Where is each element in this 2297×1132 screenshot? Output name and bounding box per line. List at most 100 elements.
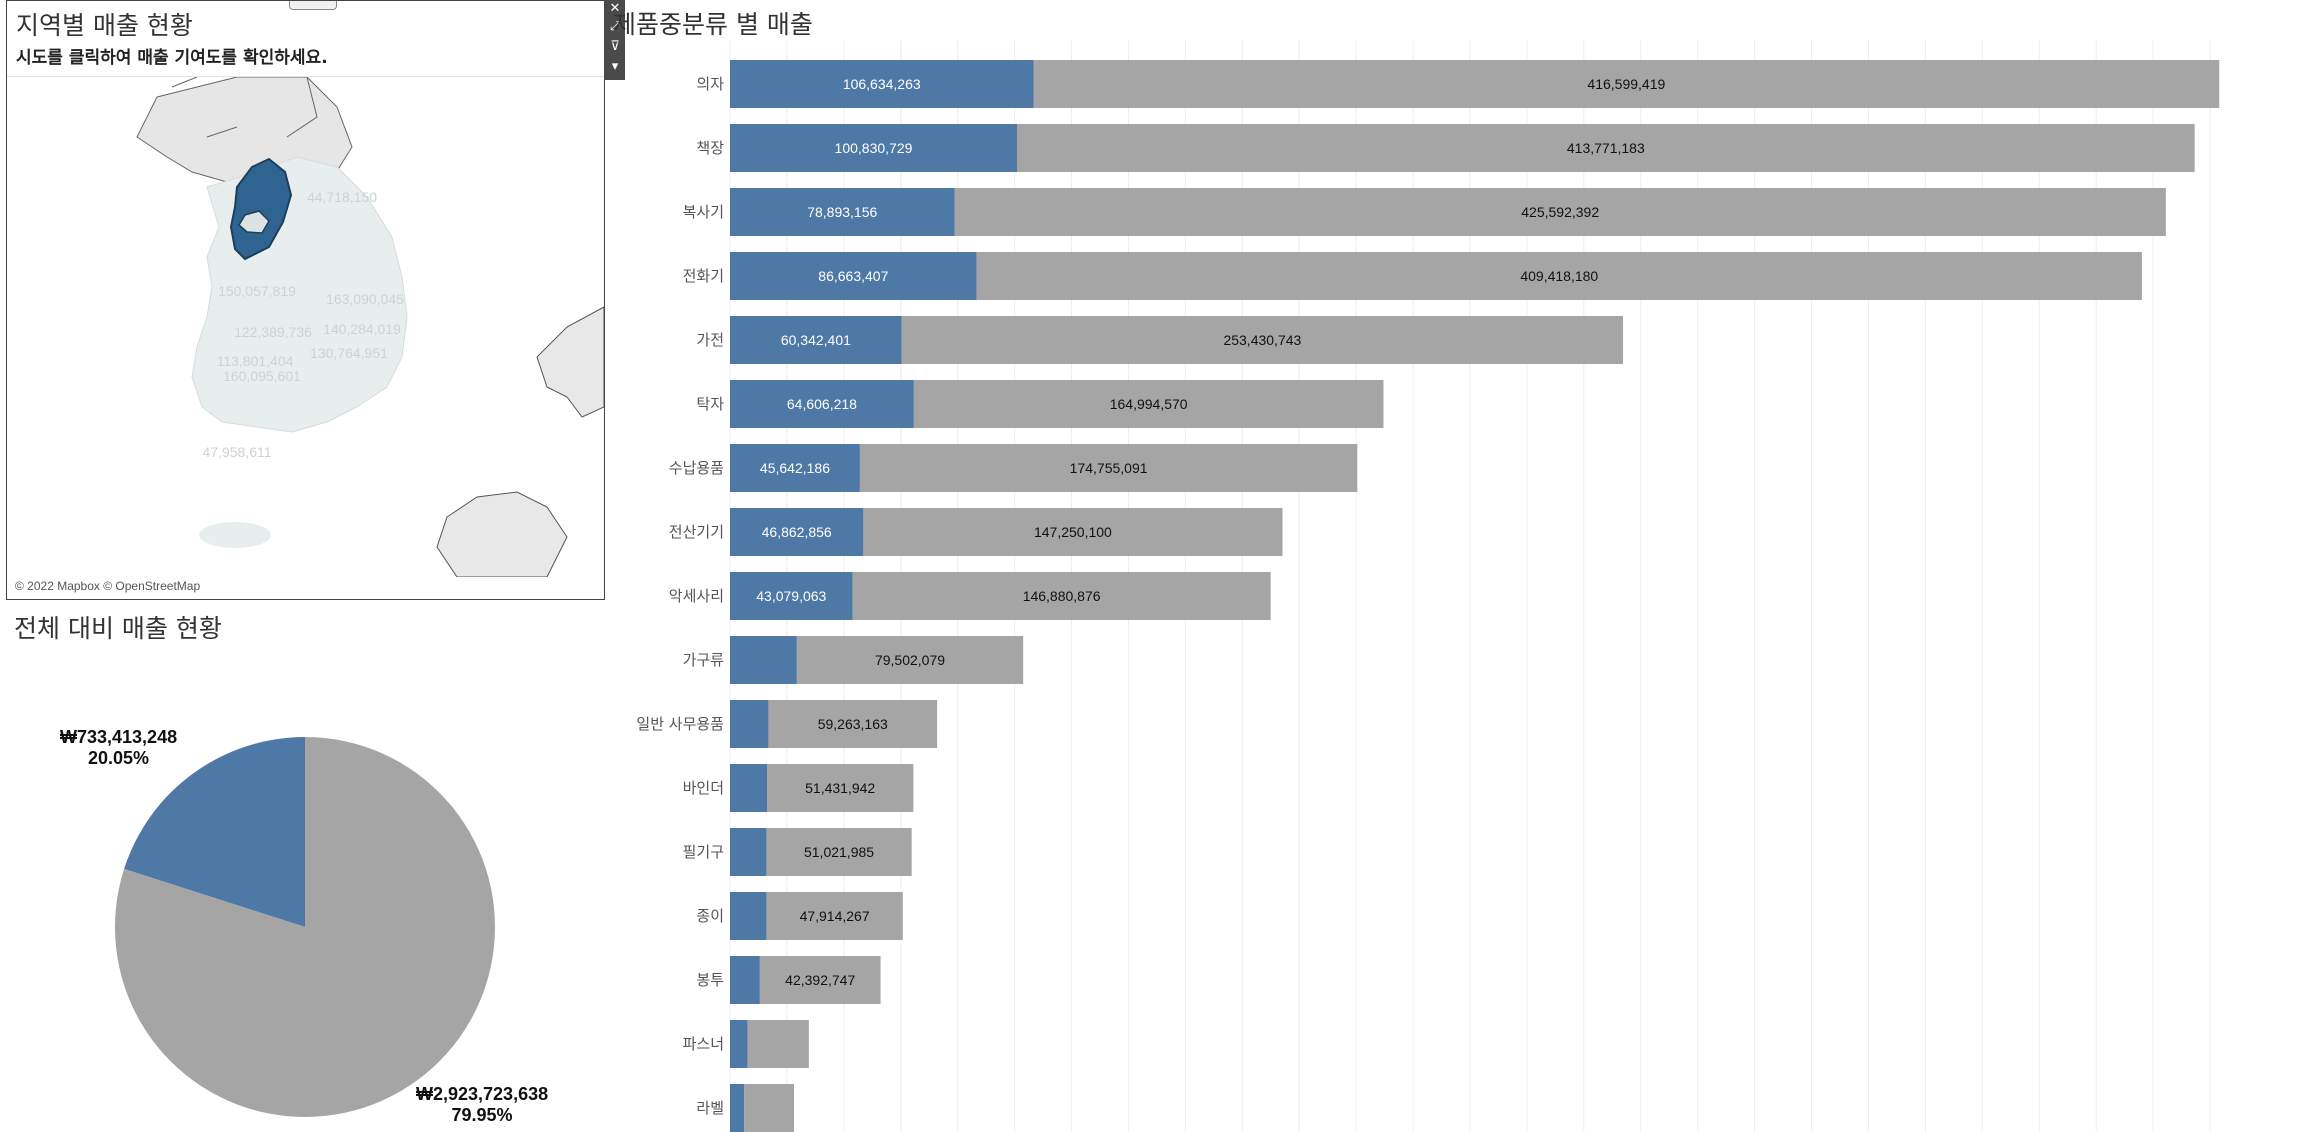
bar-value-label: 416,599,419 (1587, 76, 1665, 92)
bar-segment-highlight[interactable] (730, 188, 955, 236)
pie-slice-percent: 79.95% (451, 1105, 513, 1125)
category-label: 파스너 (683, 1035, 724, 1053)
pie-slice-value: ₩2,923,723,638 (416, 1084, 549, 1104)
bar-value-label: 45,642,186 (760, 460, 830, 476)
expand-icon[interactable]: ⤢ (609, 19, 621, 34)
bar-value-label: 51,431,942 (805, 780, 875, 796)
bar-segment-rest[interactable] (852, 572, 1271, 620)
bar-value-label: 51,021,985 (804, 844, 874, 860)
map-region-value: 47,958,611 (202, 444, 271, 460)
bar-segment-highlight[interactable] (730, 508, 864, 556)
pie-slice-value: ₩733,413,248 (60, 727, 178, 747)
bar-value-label: 409,418,180 (1520, 268, 1598, 284)
more-icon[interactable]: ▾ (611, 59, 619, 74)
bar-value-label: 79,502,079 (875, 652, 945, 668)
bar-segment-highlight[interactable] (730, 1084, 745, 1132)
bar-value-label: 64,606,218 (787, 396, 857, 412)
bar-value-label: 164,994,570 (1110, 396, 1188, 412)
bar-segment-rest[interactable] (859, 444, 1358, 492)
bar-value-label: 42,392,747 (785, 972, 855, 988)
map-title: 지역별 매출 현황 (16, 11, 193, 40)
bar-value-label: 106,634,263 (843, 76, 921, 92)
bar-segment-rest[interactable] (1033, 60, 2220, 108)
bar-segment-rest[interactable] (759, 956, 881, 1004)
bar-segment-highlight[interactable] (730, 380, 914, 428)
map-region-value: 130,764,951 (310, 345, 388, 361)
bar-segment-highlight[interactable] (730, 956, 760, 1004)
bar-value-label: 146,880,876 (1023, 588, 1101, 604)
map-region-value: 160,095,601 (223, 368, 301, 384)
bar-value-label: 147,250,100 (1034, 524, 1112, 540)
filter-icon[interactable]: ⊽ (610, 39, 620, 54)
bar-segment-rest[interactable] (747, 1020, 809, 1068)
map-divider (7, 76, 604, 77)
selected-region-gyeonggi (229, 157, 293, 261)
category-label: 일반 사무용품 (636, 715, 724, 733)
bar-segment-rest[interactable] (767, 764, 914, 812)
bar-segment-rest[interactable] (913, 380, 1384, 428)
region-map[interactable]: 44,718,150 150,057,819 163,090,045 122,389,… (7, 77, 604, 577)
category-label: 필기구 (683, 843, 724, 861)
bar-segment-highlight[interactable] (730, 828, 767, 876)
pie-chart-title: 전체 대비 매출 현황 (14, 614, 222, 643)
bar-segment-rest[interactable] (768, 700, 938, 748)
drag-handle[interactable] (289, 1, 337, 10)
bar-segment-highlight[interactable] (730, 764, 767, 812)
map-attribution: © 2022 Mapbox © OpenStreetMap (15, 579, 201, 593)
bar-segment-highlight[interactable] (730, 572, 853, 620)
category-label: 복사기 (683, 203, 724, 221)
map-panel: 지역별 매출 현황 시도를 클릭하여 매출 기여도를 확인하세요. 44,718… (6, 0, 605, 600)
bar-value-label: 253,430,743 (1223, 332, 1301, 348)
category-label: 악세사리 (669, 587, 724, 605)
bar-value-label: 86,663,407 (818, 268, 888, 284)
map-region-value: 150,057,819 (218, 283, 296, 299)
bar-segment-rest[interactable] (796, 636, 1024, 684)
bar-segment-rest[interactable] (1016, 124, 2195, 172)
worksheet-toolbar: ✕ ⤢ ⊽ ▾ (605, 0, 625, 80)
bar-segment-rest[interactable] (863, 508, 1283, 556)
north-area-border (171, 77, 318, 138)
japan-land-2 (436, 491, 568, 577)
category-label: 가전 (696, 331, 724, 349)
map-region-value: 140,284,019 (323, 321, 401, 337)
japan-land (536, 306, 604, 418)
pie-slice-highlight[interactable] (124, 737, 305, 927)
category-label: 봉투 (696, 971, 724, 989)
bar-value-label: 43,079,063 (756, 588, 826, 604)
bar-segment-rest[interactable] (954, 188, 2166, 236)
jeju-island (199, 522, 271, 548)
bar-segment-highlight[interactable] (730, 252, 977, 300)
bar-segment-highlight[interactable] (730, 124, 1017, 172)
bar-segment-rest[interactable] (744, 1084, 795, 1132)
bar-value-label: 47,914,267 (800, 908, 870, 924)
bar-value-label: 413,771,183 (1567, 140, 1645, 156)
bar-segment-rest[interactable] (901, 316, 1624, 364)
category-label: 의자 (696, 75, 724, 93)
category-label: 바인더 (683, 779, 724, 797)
bar-segment-rest[interactable] (766, 828, 912, 876)
bar-segment-rest[interactable] (976, 252, 2142, 300)
close-icon[interactable]: ✕ (609, 1, 621, 16)
bar-segment-highlight[interactable] (730, 444, 860, 492)
bar-segment-rest[interactable] (766, 892, 903, 940)
pie-slice-percent: 20.05% (88, 748, 150, 768)
bar-value-label: 425,592,392 (1521, 204, 1599, 220)
bar-segment-highlight[interactable] (730, 636, 797, 684)
map-region-value: 122,389,736 (234, 324, 312, 340)
bar-segment-highlight[interactable] (730, 700, 769, 748)
bar-value-label: 59,263,163 (818, 716, 888, 732)
bar-segment-highlight[interactable] (730, 60, 1034, 108)
pie-slice-rest[interactable] (115, 737, 496, 1117)
bar-value-label: 100,830,729 (835, 140, 913, 156)
bar-value-label: 60,342,401 (781, 332, 851, 348)
category-label: 탁자 (696, 395, 724, 413)
category-label: 라벨 (696, 1099, 724, 1117)
category-label: 전산기기 (669, 523, 724, 541)
category-label: 책장 (696, 139, 724, 157)
bar-segment-highlight[interactable] (730, 1020, 748, 1068)
map-region-value: 113,801,404 (217, 353, 294, 369)
bar-value-label: 46,862,856 (762, 524, 832, 540)
bar-segment-highlight[interactable] (730, 316, 902, 364)
bar-segment-highlight[interactable] (730, 892, 767, 940)
